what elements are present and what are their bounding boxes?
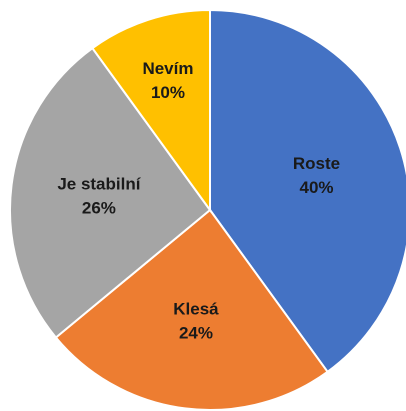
pie-slice — [209, 8, 406, 374]
pie-slice — [54, 208, 329, 411]
slice-value-label: 10% — [151, 83, 185, 102]
slice-label: Klesá — [173, 300, 219, 319]
slice-value-label: 24% — [179, 324, 213, 343]
slice-label: Je stabilní — [57, 174, 141, 193]
slice-label: Roste — [293, 154, 340, 173]
slice-value-label: 40% — [300, 178, 334, 197]
pie-slice — [91, 8, 211, 214]
slice-value-label: 26% — [82, 198, 116, 217]
pie-slice — [9, 46, 212, 339]
slice-label: Nevím — [142, 59, 193, 78]
